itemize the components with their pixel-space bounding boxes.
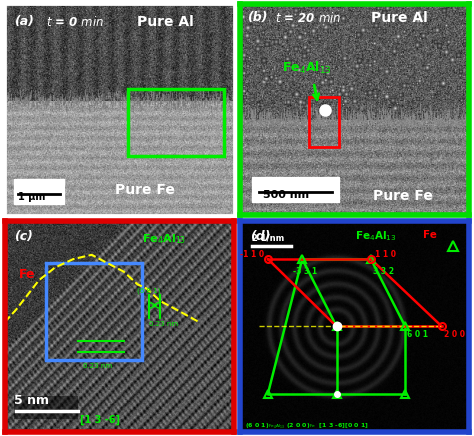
Text: 0.23 nm: 0.23 nm bbox=[82, 364, 112, 369]
Text: Pure Al: Pure Al bbox=[371, 10, 428, 25]
Text: 6 0 1: 6 0 1 bbox=[408, 330, 428, 339]
Text: (b): (b) bbox=[247, 10, 268, 24]
Text: (6 8 1): (6 8 1) bbox=[137, 288, 161, 294]
Text: 1 μm: 1 μm bbox=[18, 192, 46, 202]
Text: 5 nm: 5 nm bbox=[14, 394, 49, 407]
Text: Fe: Fe bbox=[18, 268, 35, 281]
Text: 2 1/nm: 2 1/nm bbox=[252, 233, 284, 242]
Text: [1 3 -6]: [1 3 -6] bbox=[80, 415, 120, 426]
FancyBboxPatch shape bbox=[252, 177, 339, 202]
Text: Pure Fe: Pure Fe bbox=[373, 189, 433, 203]
Text: (c): (c) bbox=[14, 230, 33, 242]
Text: 500 nm: 500 nm bbox=[264, 190, 310, 200]
Text: 1 1 0: 1 1 0 bbox=[375, 250, 396, 259]
Text: Fe$_4$Al$_{13}$: Fe$_4$Al$_{13}$ bbox=[142, 232, 186, 246]
Text: (6 0 1)$_{\mathrm{Fe_4Al_{13}}}$ (2 0 0)$_{\mathrm{Fe}}$  [1 3 -6][0 0 1]: (6 0 1)$_{\mathrm{Fe_4Al_{13}}}$ (2 0 0)… bbox=[245, 422, 369, 431]
Text: (a): (a) bbox=[14, 15, 34, 28]
Text: 2 0 0: 2 0 0 bbox=[444, 330, 465, 339]
Text: (d): (d) bbox=[250, 230, 270, 242]
Text: $t$ = 20 $min$: $t$ = 20 $min$ bbox=[275, 10, 341, 25]
Text: Fe$_4$Al$_{13}$: Fe$_4$Al$_{13}$ bbox=[355, 230, 396, 243]
Text: 3 3 2: 3 3 2 bbox=[373, 267, 394, 276]
Text: Pure Al: Pure Al bbox=[137, 15, 194, 29]
Bar bbox=[46, 263, 142, 360]
Text: Fe: Fe bbox=[423, 230, 438, 239]
FancyBboxPatch shape bbox=[14, 396, 78, 419]
Text: 0.23 nm: 0.23 nm bbox=[149, 321, 178, 327]
Bar bbox=[128, 89, 224, 156]
Text: -1 1 0: -1 1 0 bbox=[240, 250, 264, 259]
Text: -3 3 1: -3 3 1 bbox=[293, 267, 317, 276]
Text: $t$ = 0 $min$: $t$ = 0 $min$ bbox=[46, 15, 104, 29]
Text: Pure Fe: Pure Fe bbox=[115, 183, 174, 197]
FancyBboxPatch shape bbox=[14, 179, 64, 204]
Text: Fe$_4$Al$_{13}$: Fe$_4$Al$_{13}$ bbox=[282, 60, 331, 76]
Bar bbox=[309, 97, 339, 147]
